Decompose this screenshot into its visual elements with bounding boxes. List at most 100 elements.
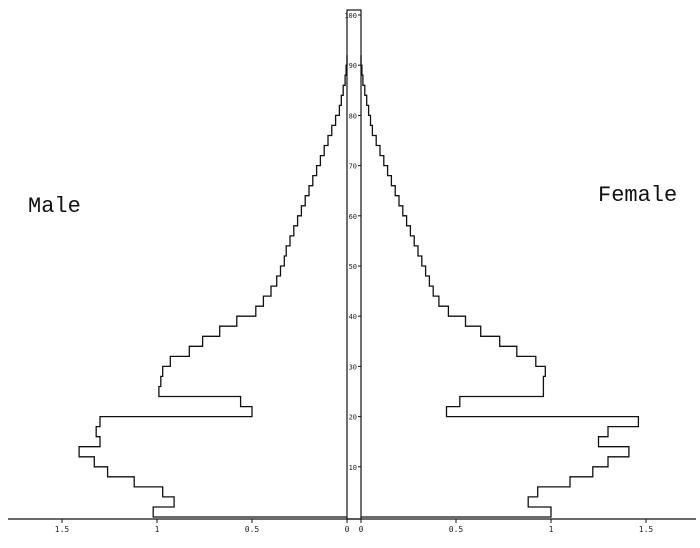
male-bar xyxy=(309,186,347,196)
female-bar xyxy=(361,417,638,427)
female-bar xyxy=(361,115,371,125)
male-bar xyxy=(263,296,347,306)
male-bar xyxy=(159,386,347,396)
male-label: Male xyxy=(28,194,81,219)
female-bar xyxy=(361,437,599,447)
male-bar xyxy=(336,115,347,125)
female-bar xyxy=(361,125,372,135)
x-tick-label-female: 0.5 xyxy=(449,525,464,534)
female-bar xyxy=(361,156,384,166)
male-bar xyxy=(294,226,347,236)
female-series xyxy=(360,55,640,518)
x-tick-label-male: 1 xyxy=(155,525,160,534)
x-tick-label-female: 1 xyxy=(549,525,554,534)
female-bar xyxy=(361,236,414,246)
x-tick-label-male: 0.5 xyxy=(245,525,260,534)
female-bar xyxy=(361,246,418,256)
female-bar xyxy=(361,226,410,236)
female-bar xyxy=(361,206,403,216)
x-tick-label-female: 0 xyxy=(359,525,364,534)
x-tick-group: 1.5 1 0.5 0 0 0.5 1 1.5 xyxy=(55,519,654,534)
female-bar xyxy=(361,75,363,85)
female-bar xyxy=(361,266,426,276)
female-label: Female xyxy=(598,183,678,208)
male-outline xyxy=(78,55,348,518)
female-bar xyxy=(361,376,543,386)
female-bar xyxy=(361,196,399,206)
male-bar xyxy=(161,376,347,386)
female-bar xyxy=(361,65,362,75)
male-bar xyxy=(301,206,347,216)
female-bar xyxy=(361,457,608,467)
female-bar xyxy=(361,256,422,266)
male-bar xyxy=(290,236,347,246)
male-bar xyxy=(271,286,347,296)
female-bar xyxy=(361,146,380,156)
male-bar xyxy=(163,366,347,376)
male-bar xyxy=(281,266,348,276)
male-bar xyxy=(320,156,347,166)
female-bar xyxy=(361,487,538,497)
age-tick-group: 10 20 30 40 50 60 70 80 90 100 xyxy=(344,12,361,472)
female-bar xyxy=(361,216,407,226)
female-bar xyxy=(361,286,433,296)
age-tick-label: 90 xyxy=(349,62,357,70)
male-bar xyxy=(339,105,347,115)
male-bar xyxy=(346,65,347,75)
male-bar xyxy=(79,447,347,457)
male-bar xyxy=(256,306,347,316)
female-bar xyxy=(361,186,395,196)
female-bar xyxy=(361,166,388,176)
female-bar xyxy=(361,447,629,457)
male-bar xyxy=(108,467,347,477)
female-bar xyxy=(361,326,481,336)
female-bar xyxy=(361,336,500,346)
female-bar xyxy=(361,306,448,316)
age-tick-label: 100 xyxy=(344,12,357,20)
male-bar xyxy=(237,316,347,326)
age-tick-label: 30 xyxy=(349,363,357,371)
age-tick-label: 40 xyxy=(349,313,357,321)
female-bar xyxy=(361,427,608,437)
x-tick-label-male: 0 xyxy=(345,525,350,534)
female-bar xyxy=(361,386,543,396)
female-bar xyxy=(361,135,376,145)
chart-axes xyxy=(8,9,696,520)
female-bar xyxy=(361,316,466,326)
male-bar xyxy=(252,407,347,417)
male-bar xyxy=(277,276,347,286)
male-bar xyxy=(284,256,347,266)
male-bar xyxy=(241,397,347,407)
female-bar xyxy=(361,467,593,477)
female-outline xyxy=(360,55,640,518)
male-bar xyxy=(96,427,347,437)
female-bar xyxy=(361,407,447,417)
age-tick-label: 60 xyxy=(349,213,357,221)
male-bar xyxy=(345,75,347,85)
male-bar xyxy=(100,417,347,427)
age-tick-label: 70 xyxy=(349,163,357,171)
age-tick-label: 20 xyxy=(349,414,357,422)
male-bar xyxy=(286,246,347,256)
age-tick-label: 50 xyxy=(349,263,357,271)
x-tick-label-male: 1.5 xyxy=(55,525,70,534)
male-bar xyxy=(343,85,347,95)
male-series xyxy=(78,55,348,518)
female-bar xyxy=(361,105,369,115)
male-bar xyxy=(332,125,347,135)
age-tick-label: 10 xyxy=(349,464,357,472)
x-tick-label-female: 1.5 xyxy=(639,525,654,534)
male-bar xyxy=(341,95,347,105)
female-bar xyxy=(361,95,367,105)
male-bar xyxy=(94,457,347,467)
male-bar xyxy=(170,356,347,366)
male-bar xyxy=(313,176,347,186)
male-bar xyxy=(153,507,347,517)
male-bar xyxy=(324,146,347,156)
female-bar xyxy=(361,397,460,407)
male-bar xyxy=(305,196,347,206)
female-bar xyxy=(361,366,545,376)
male-bar xyxy=(174,497,347,507)
age-axis-strip xyxy=(346,9,362,520)
